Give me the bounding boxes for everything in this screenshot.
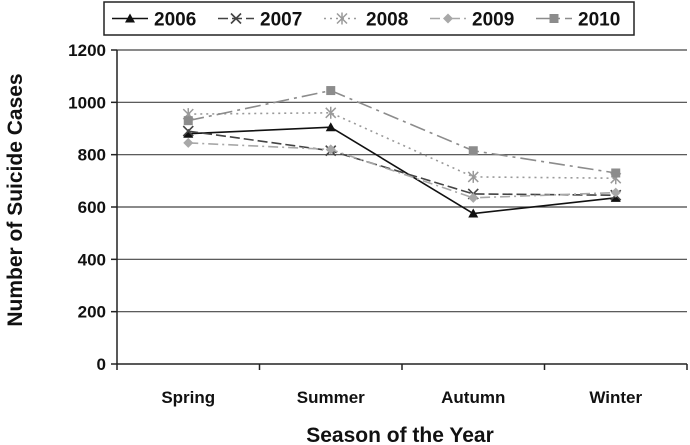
legend-label-2009: 2009 — [472, 10, 514, 31]
legend-entry-2007: 2007 — [218, 10, 302, 31]
legend-entry-2006: 2006 — [112, 10, 196, 31]
axes — [111, 49, 688, 370]
data-point-2006-autumn — [468, 208, 479, 218]
legend-marker-2010 — [549, 14, 559, 23]
y-tick-label: 1000 — [68, 93, 106, 112]
series-line-2010 — [188, 89, 616, 174]
data-point-2008-autumn — [467, 170, 479, 183]
legend: 2006 2007 2008 2009 2010 — [103, 1, 635, 36]
legend-marker-2008 — [336, 12, 348, 25]
tick-labels: 0 200 400 600 800 1000 1200 Spring Summer Autumn W… — [68, 41, 642, 407]
data-point-2008-summer — [325, 106, 337, 119]
legend-label-2010: 2010 — [578, 10, 620, 31]
y-tick-label: 800 — [78, 146, 106, 165]
y-tick-label: 0 — [97, 355, 106, 374]
series-lines — [182, 86, 622, 218]
data-point-2010-spring — [183, 116, 193, 126]
data-point-2007-spring — [182, 125, 194, 137]
data-point-2006-summer — [325, 122, 336, 132]
legend-label-2008: 2008 — [366, 10, 408, 31]
series-line-2009 — [188, 142, 616, 199]
data-point-2010-winter — [611, 168, 621, 178]
x-tick-label: Spring — [161, 388, 215, 407]
legend-label-2007: 2007 — [260, 10, 302, 31]
legend-label-2006: 2006 — [154, 10, 196, 31]
series-2010 — [183, 86, 621, 178]
series-line-2006 — [188, 126, 616, 215]
data-point-2009-summer — [325, 144, 336, 155]
legend-entry-2010: 2010 — [536, 10, 620, 31]
legend-entry-2009: 2009 — [430, 10, 514, 31]
y-tick-label: 400 — [78, 250, 106, 269]
y-axis-title: Number of Suicide Cases — [4, 73, 27, 326]
x-tick-label: Autumn — [441, 388, 505, 407]
data-point-2009-autumn — [468, 192, 479, 203]
series-line-2007 — [188, 130, 616, 197]
legend-marker-2009 — [443, 13, 453, 24]
legend-marker-2006 — [125, 13, 135, 23]
y-tick-label: 200 — [78, 303, 106, 322]
x-tick-label: Winter — [589, 388, 642, 407]
data-point-2009-winter — [610, 187, 621, 198]
y-tick-label: 1200 — [68, 41, 106, 60]
data-point-2009-spring — [183, 137, 194, 148]
legend-entry-2008: 2008 — [324, 10, 408, 31]
x-tick-label: Summer — [297, 388, 365, 407]
series-2009 — [183, 137, 621, 203]
x-axis-title: Season of the Year — [306, 424, 494, 445]
data-point-2010-autumn — [468, 146, 478, 156]
series-2006 — [183, 122, 621, 218]
gridlines — [117, 49, 687, 313]
data-point-2010-summer — [326, 86, 336, 96]
legend-marker-2007 — [230, 12, 242, 25]
data-point-2006-spring — [183, 128, 194, 138]
y-tick-label: 600 — [78, 198, 106, 217]
